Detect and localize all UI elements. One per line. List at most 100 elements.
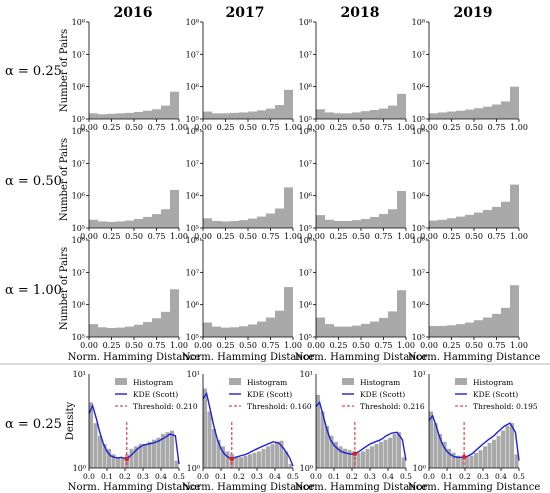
x-tick-label: 0.25 (217, 123, 235, 132)
kde-line (428, 414, 520, 461)
x-tick-label: 0.25 (443, 232, 461, 241)
hist-bar (89, 113, 98, 119)
alpha-row-labels: α = 0.25 α = 0.50 α = 1.00 α = 0.25 (5, 64, 62, 432)
x-axis-title: Norm. Hamming Distance (182, 352, 315, 363)
hist-bar (397, 93, 406, 119)
hist-bar (483, 210, 492, 228)
x-tick-label: 0.00 (420, 341, 438, 350)
y-tick-label: 10⁷ (186, 50, 199, 59)
hist-bar (510, 285, 519, 337)
x-tick-label: 0.1 (101, 472, 113, 481)
hist-bar (343, 326, 352, 337)
density-hist-bar (334, 441, 339, 468)
hist-bar (221, 327, 230, 337)
x-axis-title: Norm. Hamming Distance (182, 482, 315, 493)
x-tick-label: 0.4 (269, 472, 281, 481)
x-tick-label: 0.4 (495, 472, 507, 481)
y-tick-label: 10¹ (73, 370, 86, 379)
hist-bar (89, 324, 98, 337)
hist-bar (501, 101, 510, 119)
hist-bar (170, 91, 179, 119)
hist-panel-2019-alpha-0.25: 10⁵ 10⁶ 10⁷ 10⁸ 0.00 0.25 0.50 0.75 1.00 (412, 18, 528, 132)
y-tick-label: 10¹ (300, 370, 313, 379)
legend-threshold-label: Threshold: 0.160 (247, 402, 312, 411)
hist-bar (325, 324, 334, 337)
density-hist-bar (316, 394, 321, 468)
x-tick-label: 0.00 (80, 123, 98, 132)
x-tick-label: 0.0 (197, 472, 209, 481)
hist-bar (343, 220, 352, 228)
x-axis-title: Norm. Hamming Distance (408, 482, 541, 493)
hist-bar (107, 327, 116, 337)
hist-bar (116, 327, 125, 337)
x-tick-label: 0.3 (251, 472, 263, 481)
hist-bar (501, 307, 510, 337)
legend-histogram-swatch (115, 378, 127, 385)
hist-bar (212, 113, 221, 119)
hist-bar (483, 106, 492, 119)
x-tick-label: 0.25 (330, 123, 348, 132)
density-panel-2016: 10⁰ 10¹ 0.0 0.1 0.2 0.3 0.4 0.5 Histogram KDE (Sc… (65, 370, 200, 493)
x-tick-label: 0.25 (443, 123, 461, 132)
hist-panel-2017-alpha-0.50: 10⁵ 10⁶ 10⁷ 10⁸ 0.00 0.25 0.50 0.75 1.00 (186, 127, 302, 241)
hist-bar (510, 184, 519, 228)
year-header-2016: 2016 (114, 5, 153, 21)
density-hist-bar (505, 425, 510, 468)
hist-bar (152, 318, 161, 337)
y-tick-label: 10⁷ (299, 268, 312, 277)
x-tick-label: 1.00 (284, 341, 302, 350)
density-hist-bar (243, 455, 248, 468)
hist-bar (248, 111, 257, 119)
density-hist-bar (216, 439, 221, 468)
hist-bar (447, 218, 456, 228)
threshold-marker (124, 456, 129, 462)
density-hist-bar (234, 457, 239, 468)
hist-bar (510, 86, 519, 119)
hist-bar (388, 311, 397, 337)
density-hist-bar (120, 457, 125, 468)
x-tick-label: 0.3 (364, 472, 376, 481)
x-tick-label: 0.4 (155, 472, 167, 481)
legend-histogram-swatch (455, 378, 467, 385)
y-tick-label: 10⁸ (72, 236, 85, 245)
x-tick-label: 1.00 (397, 232, 415, 241)
x-tick-label: 0.00 (420, 123, 438, 132)
density-hist-bar (501, 430, 506, 468)
x-tick-label: 0.1 (441, 472, 453, 481)
density-hist-bar (288, 464, 293, 468)
hist-bar (257, 321, 266, 337)
density-hist-bar (361, 451, 366, 468)
density-hist-bar (111, 454, 116, 468)
legend-threshold-label: Threshold: 0.216 (360, 402, 425, 411)
x-tick-label: 0.50 (125, 232, 143, 241)
hist-bar (257, 110, 266, 119)
density-hist-bar (270, 444, 275, 468)
density-hist-bar (320, 411, 325, 468)
y-tick-label: 10⁰ (413, 464, 426, 473)
hist-bar (212, 326, 221, 337)
hist-bar (116, 221, 125, 228)
x-tick-label: 0.50 (352, 232, 370, 241)
density-hist-bar (134, 446, 139, 468)
y-tick-label: 10⁶ (412, 192, 425, 201)
x-axis-title: Norm. Hamming Distance (295, 352, 428, 363)
x-tick-label: 1.00 (170, 232, 188, 241)
hist-bar (161, 311, 170, 337)
hist-bar (474, 108, 483, 119)
hist-bar (316, 317, 325, 337)
hist-bar (361, 218, 370, 228)
legend-kde-label: KDE (Scott) (247, 390, 292, 399)
density-hist-bar (207, 411, 212, 468)
x-tick-label: 0.0 (310, 472, 322, 481)
hist-bar (221, 221, 230, 228)
x-tick-label: 0.00 (194, 123, 212, 132)
x-tick-label: 0.4 (382, 472, 394, 481)
y-tick-label: 10⁶ (412, 83, 425, 92)
x-tick-label: 0.5 (287, 472, 299, 481)
density-hist-bar (474, 452, 479, 468)
hist-bar (388, 209, 397, 228)
density-hist-bar (248, 454, 253, 468)
hist-panel-2016-alpha-1.00: 10⁵ 10⁶ 10⁷ 10⁸ 0.00 0.25 0.50 0.75 1.00 Number o… (59, 236, 200, 363)
hist-bar (388, 105, 397, 119)
